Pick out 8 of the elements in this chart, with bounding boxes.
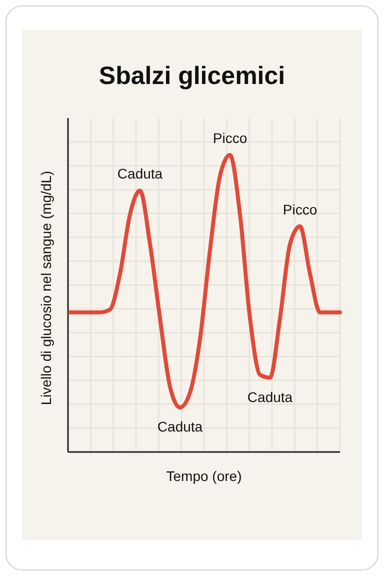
text: Picco	[212, 130, 248, 146]
annotation: Picco	[282, 201, 318, 218]
y-axis-title: Livello di glucosio nel sangue (mg/dL)	[38, 170, 54, 406]
chart-title: Sbalzi glicemici	[98, 62, 286, 90]
annotation: Caduta	[157, 418, 203, 434]
annotation: Caduta	[247, 388, 293, 405]
x-axis-title: Tempo (ore)	[166, 468, 242, 484]
annotation: Caduta	[117, 166, 163, 182]
